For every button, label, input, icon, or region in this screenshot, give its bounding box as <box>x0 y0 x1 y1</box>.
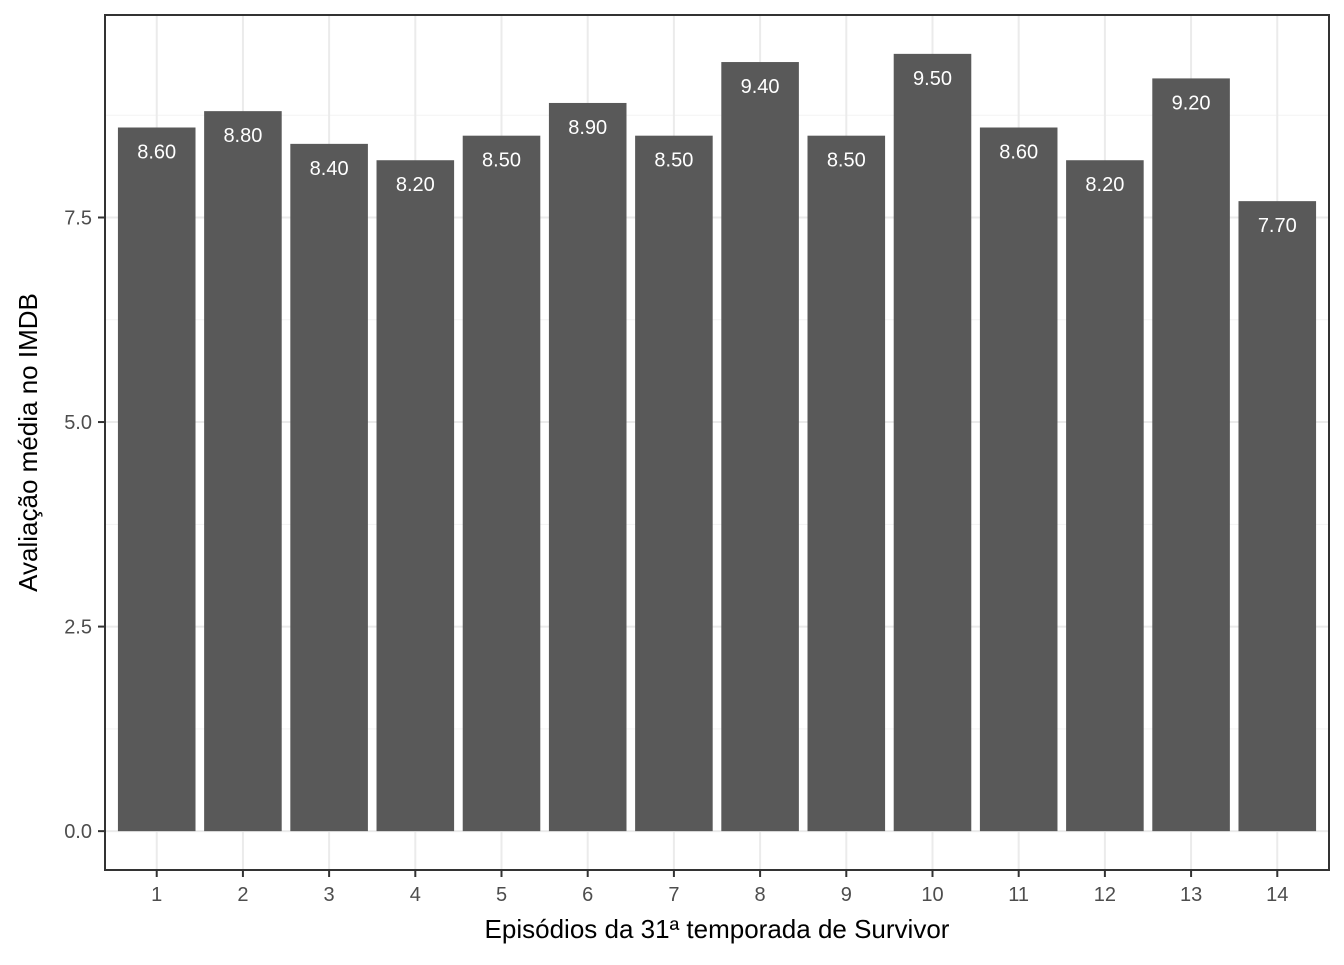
bar-value-label: 9.40 <box>741 76 780 98</box>
bar-value-label: 8.20 <box>396 174 435 196</box>
x-tick-label: 4 <box>410 884 421 906</box>
bar-value-label: 9.50 <box>913 68 952 90</box>
bar <box>893 53 972 832</box>
bar-value-label: 8.50 <box>654 150 693 172</box>
bar <box>807 135 886 832</box>
bar <box>1152 78 1230 832</box>
x-axis: 1 2 3 4 5 6 7 8 9 10 11 12 13 14 <box>151 870 1288 906</box>
bar <box>1066 160 1144 832</box>
bar <box>117 127 196 832</box>
bar-value-label: 7.70 <box>1258 215 1297 237</box>
x-tick-label: 3 <box>324 884 335 906</box>
bar <box>548 102 627 832</box>
x-tick-label: 10 <box>921 884 943 906</box>
y-tick-label: 5.0 <box>64 412 92 434</box>
bar <box>204 111 282 832</box>
x-tick-label: 9 <box>841 884 852 906</box>
x-tick-label: 2 <box>237 884 248 906</box>
bar-value-label: 8.60 <box>999 142 1038 164</box>
bar-value-label: 8.80 <box>223 125 262 147</box>
bar <box>462 135 541 832</box>
bar-value-label: 9.20 <box>1172 92 1211 114</box>
y-axis-title: Avaliação média no IMDB <box>13 293 43 592</box>
y-tick-label: 2.5 <box>64 617 92 639</box>
bar <box>290 143 368 832</box>
x-tick-label: 1 <box>151 884 162 906</box>
bar-value-label: 8.60 <box>137 142 176 164</box>
bar-value-label: 8.20 <box>1085 174 1124 196</box>
x-tick-label: 14 <box>1266 884 1288 906</box>
bar <box>979 127 1058 832</box>
x-axis-title: Episódios da 31ª temporada de Survivor <box>485 914 950 944</box>
x-tick-label: 7 <box>668 884 679 906</box>
bar-value-label: 8.50 <box>827 150 866 172</box>
grid-lines <box>105 15 1329 870</box>
bar <box>635 135 713 832</box>
x-tick-label: 11 <box>1008 884 1029 906</box>
panel-border <box>104 14 1330 871</box>
y-tick-label: 0.0 <box>64 821 92 843</box>
x-tick-label: 12 <box>1094 884 1116 906</box>
bar <box>1238 201 1317 832</box>
x-tick-label: 5 <box>496 884 507 906</box>
x-tick-label: 6 <box>582 884 593 906</box>
bars <box>117 53 1317 832</box>
bar-value-label: 8.50 <box>482 150 521 172</box>
bar-value-label: 8.90 <box>568 117 607 139</box>
y-axis: 0.0 2.5 5.0 7.5 <box>64 208 105 843</box>
bar <box>721 62 799 832</box>
bar-value-label: 8.40 <box>310 158 349 180</box>
bar-value-labels: 8.60 8.80 8.40 8.20 8.50 8.90 8.50 9.40 8.50 9.50… <box>137 68 1297 237</box>
x-tick-label: 13 <box>1180 884 1202 906</box>
bar <box>376 160 455 832</box>
x-tick-label: 8 <box>755 884 766 906</box>
y-tick-label: 7.5 <box>64 208 92 230</box>
